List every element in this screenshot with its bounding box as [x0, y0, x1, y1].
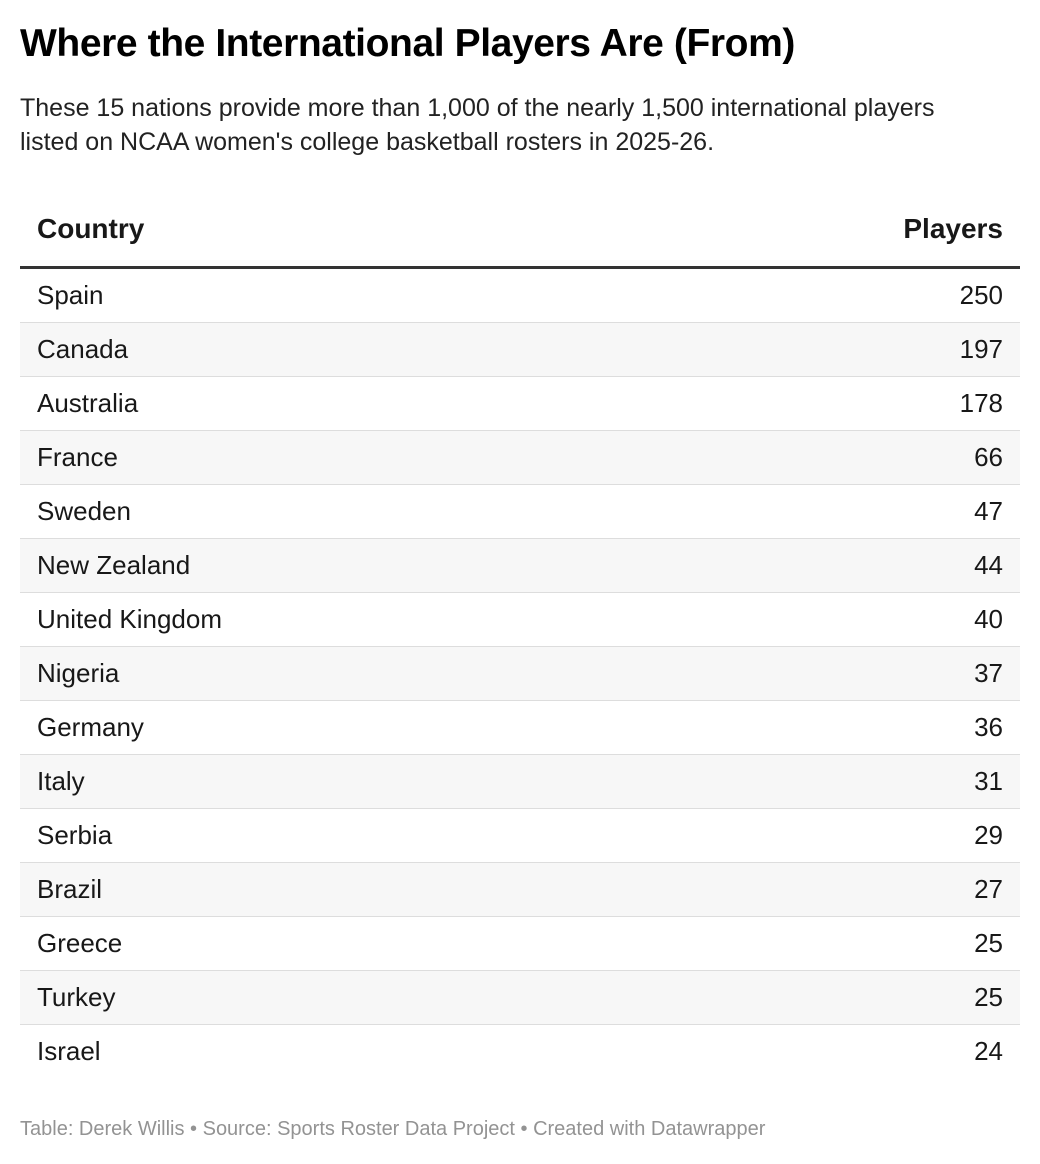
chart-footer: Table: Derek Willis • Source: Sports Ros… — [20, 1118, 766, 1140]
table-body: Spain 250 Canada 197 Australia 178 France 66 Swe… — [20, 269, 1020, 1079]
table-row: Australia 178 — [20, 377, 1020, 431]
table-header: Country Players — [20, 200, 1020, 269]
cell-country: Nigeria — [37, 658, 120, 688]
cell-players: 27 — [974, 874, 1003, 904]
table-row: Brazil 27 — [20, 863, 1020, 917]
table-row: Israel 24 — [20, 1025, 1020, 1079]
cell-players: 250 — [959, 280, 1003, 310]
cell-players: 24 — [974, 1036, 1003, 1066]
cell-players: 31 — [974, 766, 1003, 796]
cell-players: 44 — [974, 550, 1003, 580]
cell-players: 25 — [974, 982, 1003, 1012]
cell-players: 66 — [974, 442, 1003, 472]
cell-country: Greece — [37, 928, 123, 958]
cell-country: Israel — [37, 1036, 101, 1066]
table-row: France 66 — [20, 431, 1020, 485]
table-row: Canada 197 — [20, 323, 1020, 377]
chart-subtitle: These 15 nations provide more than 1,000… — [20, 94, 935, 156]
cell-players: 37 — [974, 658, 1003, 688]
table-row: Spain 250 — [20, 269, 1020, 323]
cell-players: 29 — [974, 820, 1003, 850]
cell-players: 178 — [959, 388, 1003, 418]
cell-players: 47 — [974, 496, 1003, 526]
chart-title: Where the International Players Are (Fro… — [20, 22, 795, 65]
cell-country: New Zealand — [37, 550, 191, 580]
column-header-country[interactable]: Country — [37, 213, 145, 244]
table-row: Germany 36 — [20, 701, 1020, 755]
cell-country: Germany — [37, 712, 144, 742]
cell-country: Australia — [37, 388, 139, 418]
cell-country: France — [37, 442, 118, 472]
cell-players: 36 — [974, 712, 1003, 742]
table-row: United Kingdom 40 — [20, 593, 1020, 647]
cell-players: 25 — [974, 928, 1003, 958]
cell-country: Turkey — [37, 982, 116, 1012]
table-row: Serbia 29 — [20, 809, 1020, 863]
column-header-players[interactable]: Players — [903, 213, 1003, 244]
table-row: Italy 31 — [20, 755, 1020, 809]
cell-players: 197 — [959, 334, 1003, 364]
cell-country: Sweden — [37, 496, 131, 526]
cell-country: Serbia — [37, 820, 113, 850]
cell-country: Canada — [37, 334, 129, 364]
table-row: Sweden 47 — [20, 485, 1020, 539]
table-row: Nigeria 37 — [20, 647, 1020, 701]
table-row: New Zealand 44 — [20, 539, 1020, 593]
table-row: Turkey 25 — [20, 971, 1020, 1025]
cell-country: Brazil — [37, 874, 103, 904]
data-table: Country Players Spain 250 Canada 197 Austral… — [20, 200, 1020, 1079]
cell-country: United Kingdom — [37, 604, 222, 634]
table-row: Greece 25 — [20, 917, 1020, 971]
cell-country: Spain — [37, 280, 104, 310]
cell-country: Italy — [37, 766, 85, 796]
cell-players: 40 — [974, 604, 1003, 634]
